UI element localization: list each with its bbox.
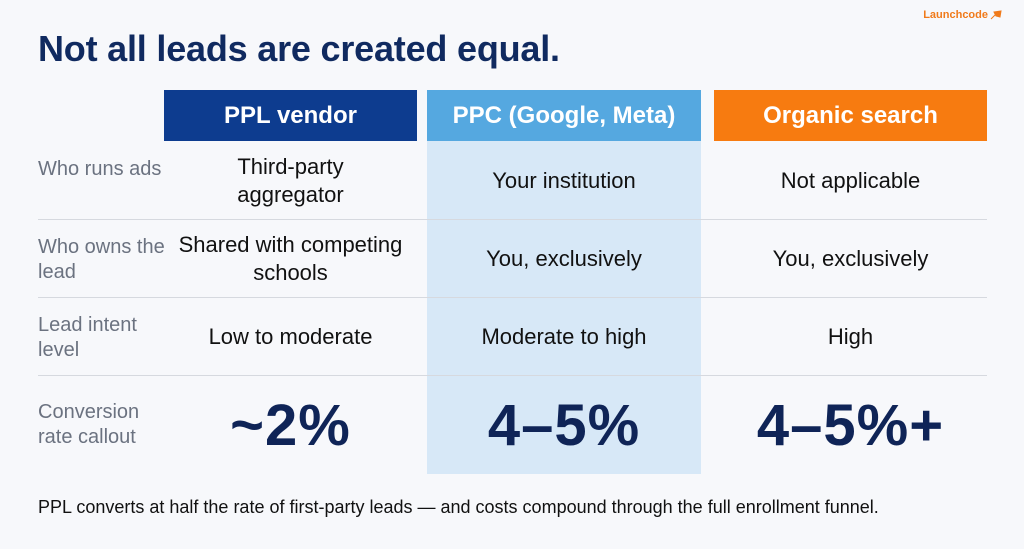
column-header-ppc: PPC (Google, Meta) (427, 90, 701, 141)
table-cell: Not applicable (780, 168, 921, 193)
row-label: Lead intent level (38, 314, 137, 361)
brand-logo: Launchcode (923, 9, 1002, 21)
table-cell: You, exclusively (486, 246, 642, 271)
table-cell: Low to moderate (208, 324, 373, 349)
row-label: Who owns the lead (38, 236, 165, 283)
rocket-icon (990, 10, 1002, 20)
row-divider (38, 219, 987, 220)
footer-note: PPL converts at half the rate of first-p… (38, 497, 879, 517)
table-row: Lead intent level Low to moderate Modera… (38, 299, 987, 375)
conversion-rate-value: ~2% (230, 392, 351, 458)
row-label: Conversion rate callout (38, 401, 140, 448)
table-cell: Your institution (492, 168, 636, 193)
table-cell: High (827, 324, 874, 349)
conversion-rate-value: 4–5%+ (756, 392, 945, 458)
table-row: Who runs ads Third-party aggregator Your… (38, 143, 987, 219)
column-header-organic-search: Organic search (714, 90, 987, 141)
table-cell: Shared with competing schools (178, 232, 403, 285)
highlight-column-bg (427, 90, 701, 474)
brand-name: Launchcode (923, 9, 988, 21)
page-title: Not all leads are created equal. (38, 28, 560, 69)
column-header-ppl-vendor: PPL vendor (164, 90, 417, 141)
conversion-rate-value: 4–5% (487, 392, 641, 458)
table-row: Conversion rate callout ~2% 4–5% 4–5%+ (38, 377, 987, 474)
table-row: Who owns the lead Shared with competing … (38, 221, 987, 297)
table-cell: Third-party aggregator (237, 154, 344, 207)
table-cell: Moderate to high (481, 324, 647, 349)
row-divider (38, 297, 987, 298)
row-label: Who runs ads (38, 158, 162, 180)
row-divider (38, 375, 987, 376)
table-cell: You, exclusively (772, 246, 929, 271)
